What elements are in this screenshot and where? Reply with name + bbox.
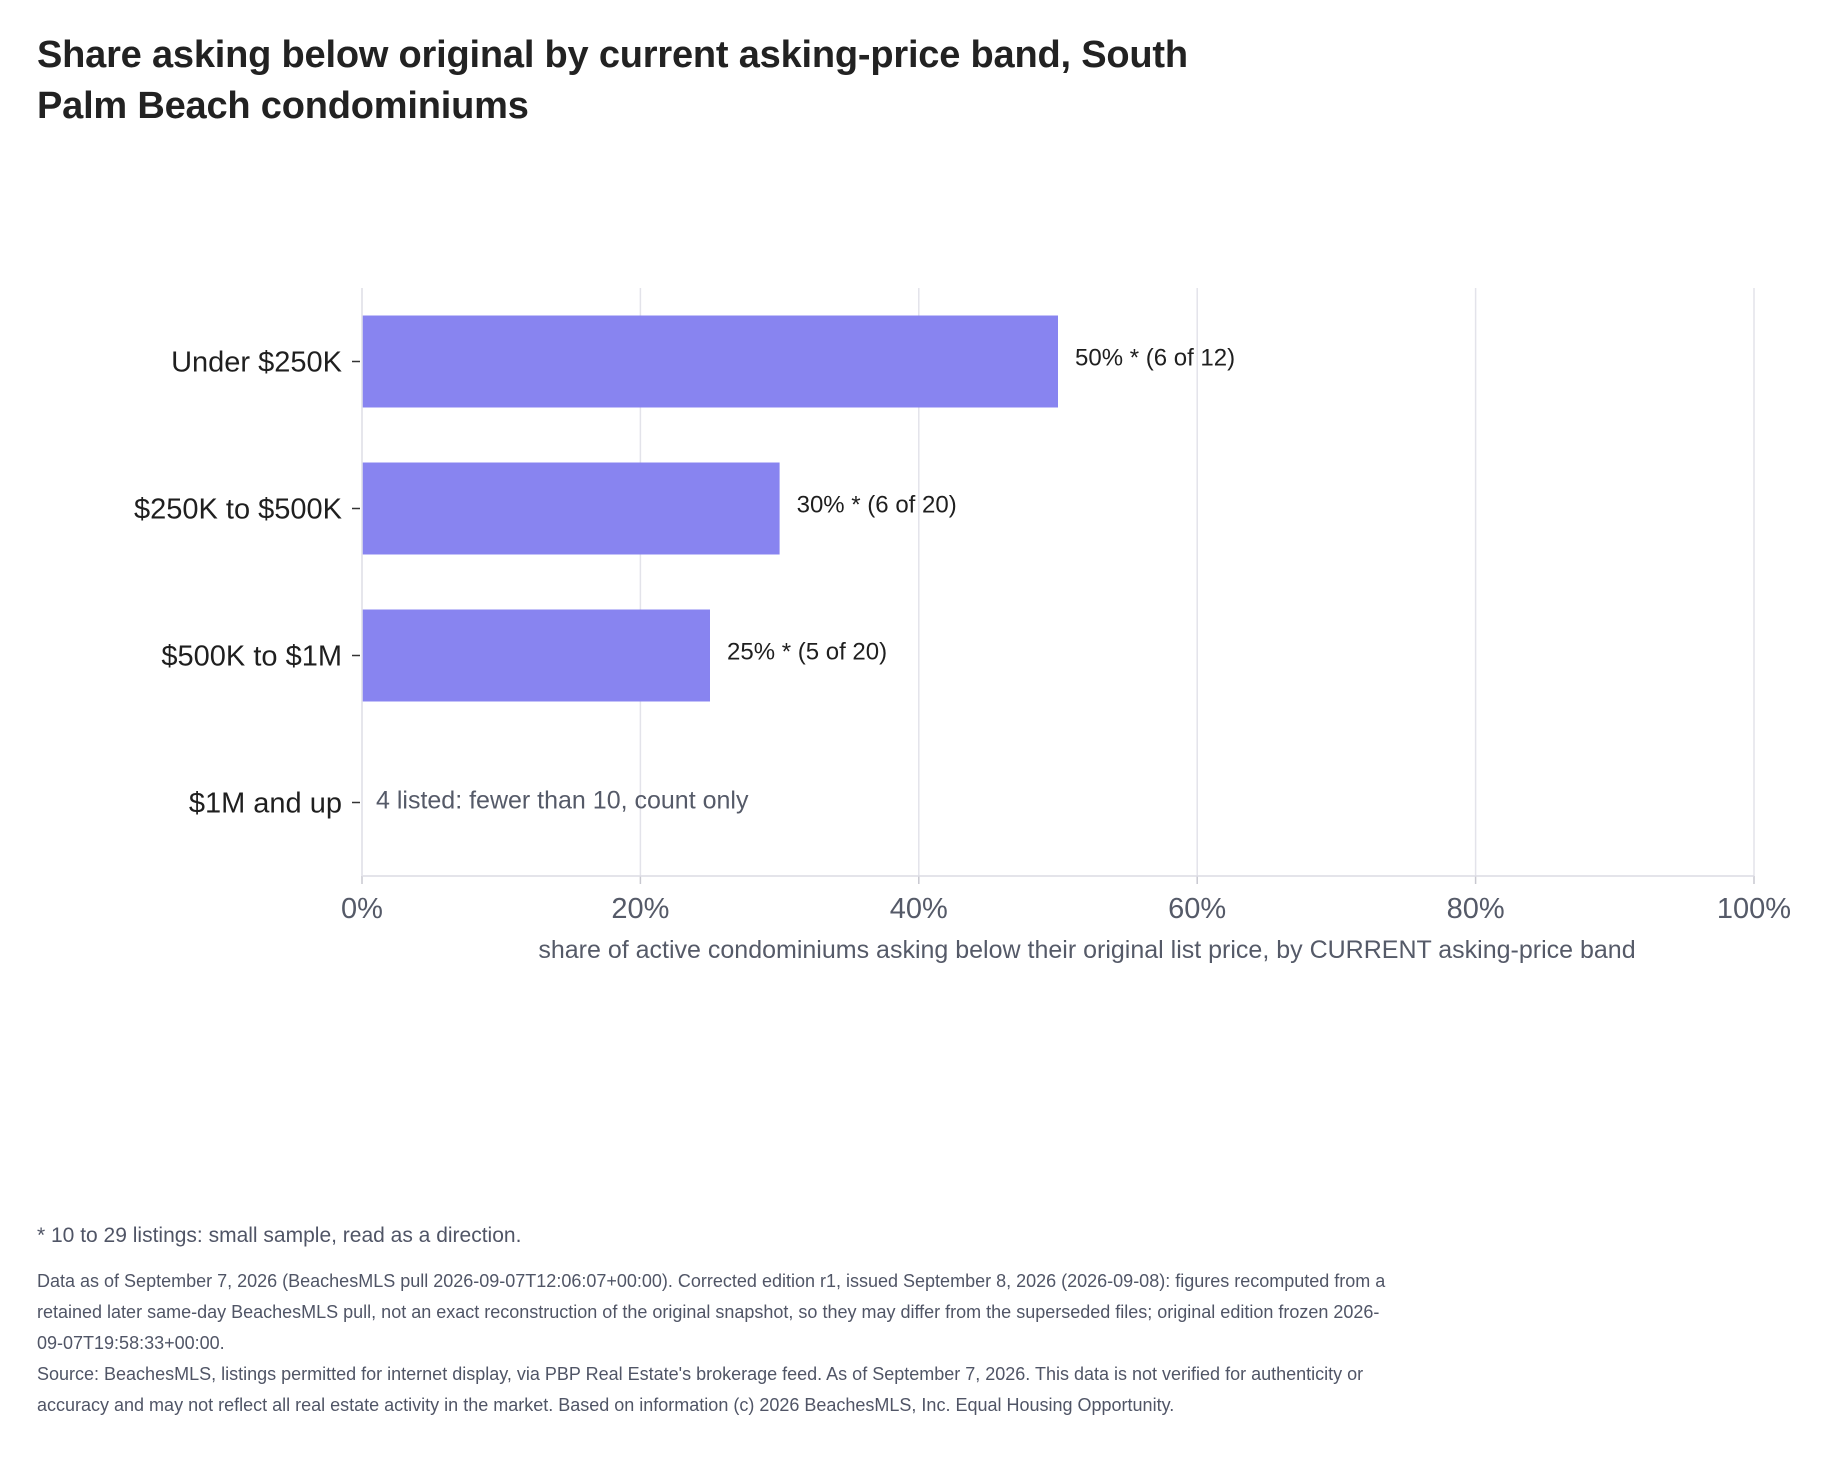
category-label: $250K to $500K [134,494,343,526]
bar [362,315,1058,408]
bar-value-label: 30% * (6 of 20) [797,492,957,519]
x-tick-label: 60% [1168,893,1226,925]
data-note: Data as of September 7, 2026 (BeachesMLS… [37,1271,1386,1353]
x-tick-label: 100% [1717,893,1791,925]
source-notes: Data as of September 7, 2026 (BeachesMLS… [37,1266,1397,1421]
source-note: Source: BeachesMLS, listings permitted f… [37,1364,1364,1415]
x-tick-label: 80% [1447,893,1505,925]
chart-title: Share asking below original by current a… [37,34,1188,127]
x-tick-label: 20% [611,893,669,925]
bar-chart: 50% * (6 of 12) 30% * (6 of 20) 25% * (5 o… [134,288,1791,964]
x-axis-title: share of active condominiums asking belo… [538,936,1635,964]
bar [362,462,780,555]
axes: 0% 20% 40% 60% 80% 100% Under $250K $250K to $5… [134,288,1791,925]
x-tick-label: 0% [341,893,383,925]
footnote: * 10 to 29 listings: small sample, read … [37,1224,522,1247]
category-label: Under $250K [171,347,343,379]
bar-value-label: 50% * (6 of 12) [1075,345,1235,372]
category-label: $500K to $1M [161,641,342,673]
bar [362,609,710,702]
bars: 50% * (6 of 12) 30% * (6 of 20) 25% * (5 o… [362,315,1235,815]
x-tick-label: 40% [890,893,948,925]
category-label: $1M and up [189,788,342,820]
bar-value-label: 25% * (5 of 20) [727,639,887,666]
count-only-label: 4 listed: fewer than 10, count only [376,787,749,815]
